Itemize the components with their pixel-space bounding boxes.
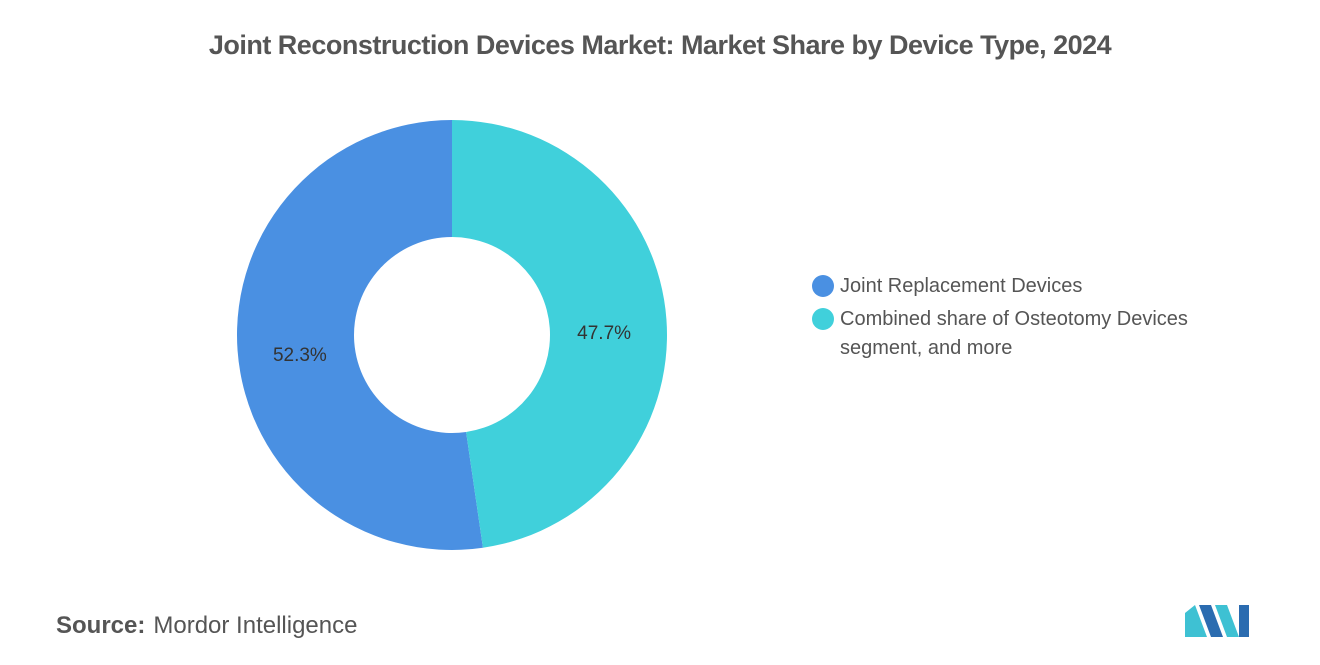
logo xyxy=(1185,605,1249,637)
slice xyxy=(452,120,667,548)
legend: Joint Replacement Devices Combined share … xyxy=(812,272,1252,367)
legend-marker xyxy=(812,275,834,297)
legend-entry: Combined share of Osteotomy Devices segm… xyxy=(812,305,1252,363)
value-label: 52.3% xyxy=(273,345,327,366)
source-label: Source: xyxy=(56,612,146,639)
legend-label: Combined share of Osteotomy Devices segm… xyxy=(840,308,1188,359)
legend-label: Joint Replacement Devices xyxy=(840,275,1083,297)
source-text: Mordor Intelligence xyxy=(153,612,358,639)
source: Source: Mordor Intelligence xyxy=(56,612,357,640)
value-label: 47.7% xyxy=(577,323,631,344)
legend-entry: Joint Replacement Devices xyxy=(812,272,1252,301)
slice xyxy=(236,120,483,550)
chart-title: Joint Reconstruction Devices Market: Mar… xyxy=(208,30,1112,60)
legend-marker xyxy=(812,308,834,330)
